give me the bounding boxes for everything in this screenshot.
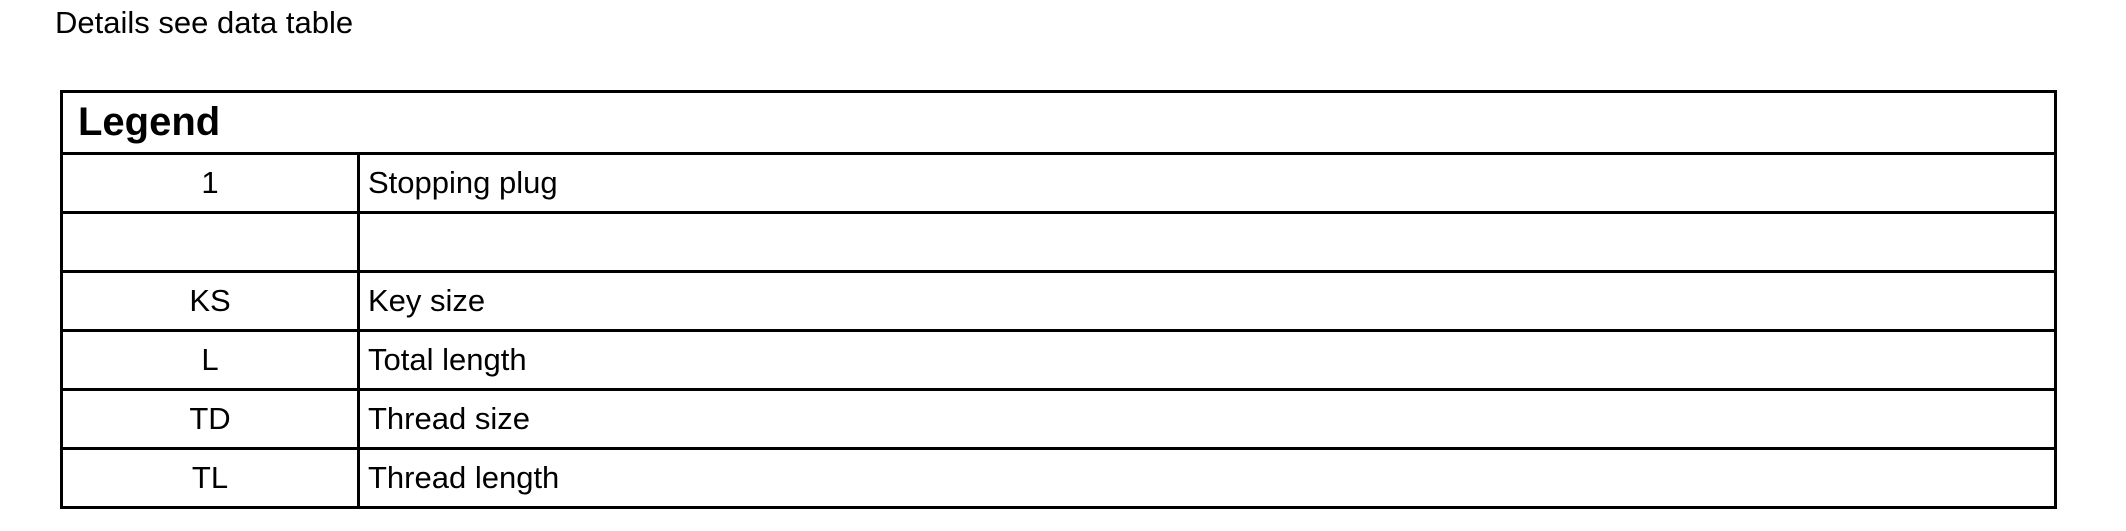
legend-row-stopping-plug: 1 Stopping plug: [60, 152, 2057, 214]
code-cell: TD: [60, 388, 360, 450]
legend-header-row: Legend: [60, 90, 2057, 155]
description-cell: Stopping plug: [357, 152, 2057, 214]
description-cell: [357, 211, 2057, 273]
legend-row-empty: [60, 211, 2057, 273]
description-cell: Total length: [357, 329, 2057, 391]
legend-table: Legend 1 Stopping plug KS Key size L Tot…: [60, 90, 2057, 509]
description-cell: Key size: [357, 270, 2057, 332]
description-cell: Thread length: [357, 447, 2057, 509]
legend-title: Legend: [60, 90, 2057, 155]
legend-row-total-length: L Total length: [60, 329, 2057, 391]
code-cell: 1: [60, 152, 360, 214]
legend-row-thread-size: TD Thread size: [60, 388, 2057, 450]
legend-row-key-size: KS Key size: [60, 270, 2057, 332]
code-cell: L: [60, 329, 360, 391]
code-cell: [60, 211, 360, 273]
details-note: Details see data table: [55, 5, 354, 40]
code-cell: TL: [60, 447, 360, 509]
code-cell: KS: [60, 270, 360, 332]
description-cell: Thread size: [357, 388, 2057, 450]
legend-row-thread-length: TL Thread length: [60, 447, 2057, 509]
